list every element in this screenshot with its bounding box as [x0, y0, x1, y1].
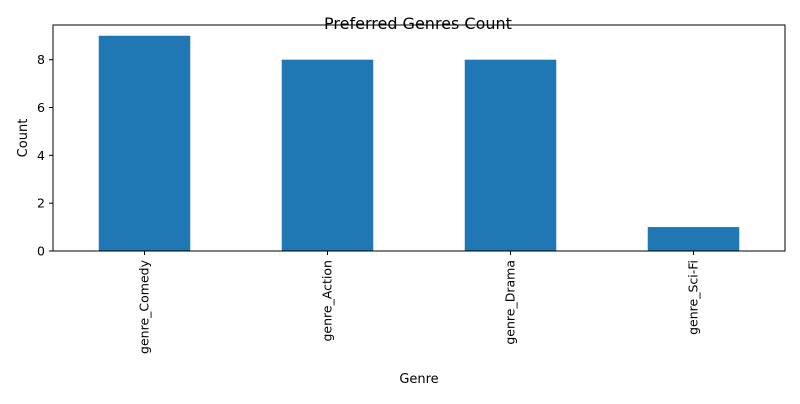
- plot-frame: [52, 24, 786, 252]
- bar-genre-sci-fi: [647, 227, 740, 251]
- bar-genre-action: [281, 59, 374, 252]
- x-axis-label: Genre: [399, 372, 438, 387]
- x-tick-label: genre_Comedy: [137, 259, 152, 354]
- bars-group: [98, 35, 740, 252]
- x-tick-label: genre_Action: [320, 260, 335, 342]
- x-axis-ticks: genre_Comedy genre_Action genre_Drama genre…: [137, 251, 701, 354]
- bar-genre-drama: [464, 59, 557, 252]
- x-tick-label: genre_Drama: [503, 260, 518, 345]
- y-tick-label: 0: [37, 244, 45, 259]
- bar-genre-comedy: [98, 35, 191, 252]
- y-tick-label: 8: [37, 52, 45, 67]
- y-tick-label: 6: [37, 100, 45, 115]
- chart-title: Preferred Genres Count: [324, 14, 512, 33]
- y-tick-label: 4: [37, 148, 45, 163]
- y-axis-ticks: 0 2 4 6 8: [37, 52, 53, 259]
- x-tick-label: genre_Sci-Fi: [686, 260, 701, 335]
- y-tick-label: 2: [37, 196, 45, 211]
- y-axis-label: Count: [16, 119, 31, 158]
